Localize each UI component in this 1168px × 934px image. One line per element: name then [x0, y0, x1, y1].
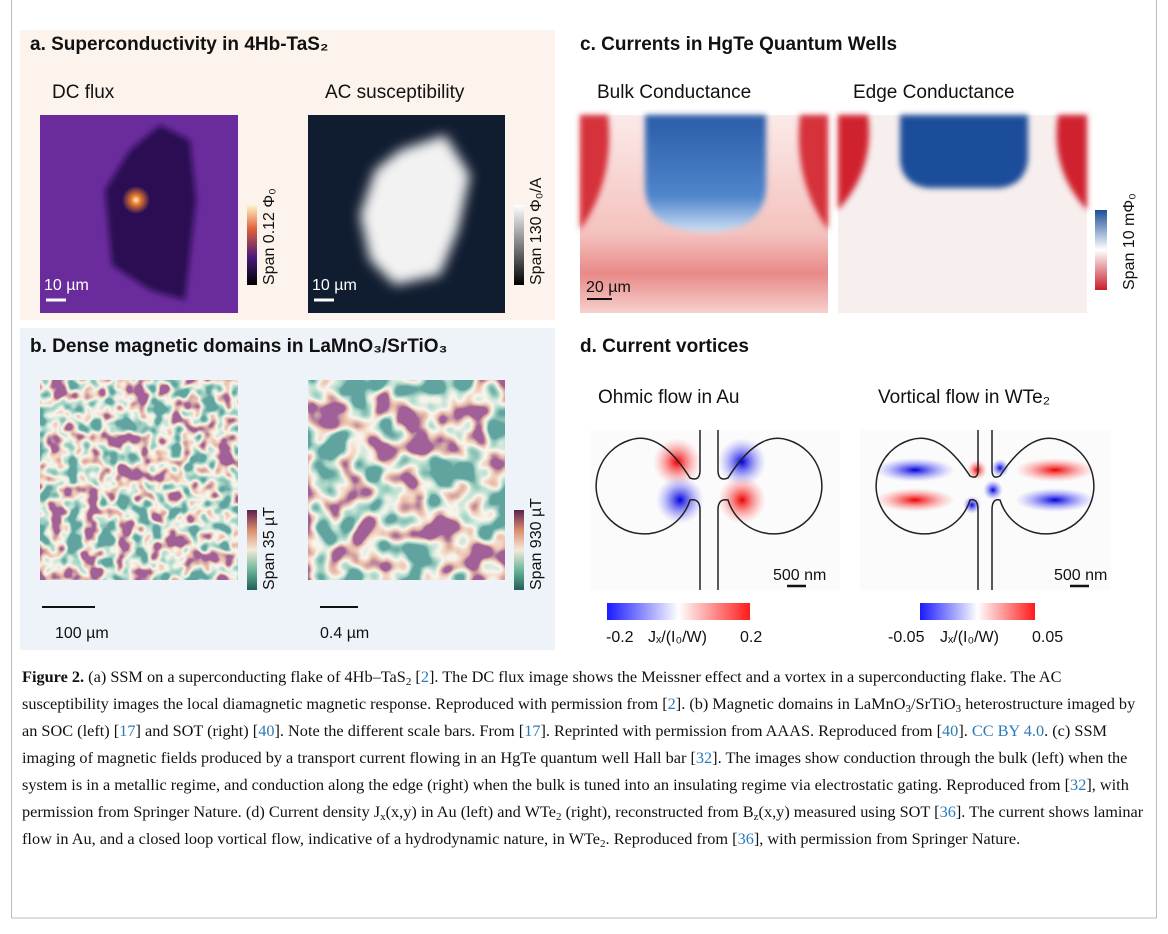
caption-subscript: x [380, 811, 386, 823]
colorbar [607, 603, 750, 620]
panel-title: b. Dense magnetic domains in LaMnO₃/SrTi… [30, 336, 447, 357]
scale-label: 20 µm [586, 279, 631, 296]
image-label: AC susceptibility [325, 82, 465, 103]
scale-label: 10 µm [44, 277, 89, 294]
caption-text: . (c) SSM imaging of magnetic fields pro… [22, 721, 1107, 767]
caption-text: (x,y) measured using SOT [ [758, 802, 940, 821]
scale-label: 10 µm [312, 277, 357, 294]
colorbar-label: Span 0.12 Φ₀ [261, 188, 278, 285]
scale-label: 100 µm [55, 625, 109, 642]
reference-link[interactable]: 32 [1070, 775, 1087, 794]
caption-subscript: 2 [600, 838, 606, 850]
image-label: Bulk Conductance [597, 82, 751, 103]
panel-title: a. Superconductivity in 4Hb-TaS₂ [30, 34, 328, 55]
caption-label: Figure 2. [22, 667, 85, 686]
reference-link[interactable]: 2 [420, 667, 429, 686]
reference-link[interactable]: 17 [119, 721, 136, 740]
reference-link[interactable]: 2 [667, 694, 676, 713]
caption-text: (a) SSM on a superconducting flake of 4H… [84, 667, 406, 686]
colorbar-max: 0.05 [1032, 629, 1063, 646]
caption-subscript: 3 [905, 703, 912, 715]
image-label: DC flux [52, 82, 115, 103]
colorbar [247, 205, 257, 285]
caption-text: . Reproduced from [ [605, 829, 738, 848]
colorbar-label: Span 35 µT [261, 507, 278, 590]
bulk-image [580, 115, 828, 313]
caption-text: ], with permission from Springer Nature.… [22, 775, 1129, 821]
caption-text: (right), reconstructed from B [561, 802, 754, 821]
caption-text: ]. The images show conduction through th… [22, 748, 1128, 794]
colorbar-max: 0.2 [740, 629, 762, 646]
caption-text: (x,y) in Au (left) and WTe [385, 802, 556, 821]
caption-text: heterostructure imaged by an SOC (left) … [22, 694, 1136, 740]
vortical-image [860, 430, 1110, 590]
colorbar-label: Span 130 Φ₀/A [528, 177, 545, 285]
panel-title: c. Currents in HgTe Quantum Wells [580, 34, 897, 55]
image-label: Ohmic flow in Au [598, 387, 740, 408]
colorbar-min: -0.05 [888, 629, 925, 646]
colorbar-label: Jₓ/(I₀/W) [648, 629, 707, 646]
reference-link[interactable]: 32 [695, 748, 713, 767]
domain-image [40, 380, 238, 580]
caption-subscript: 2 [556, 811, 562, 823]
reference-link[interactable]: 40 [942, 721, 959, 740]
caption-text: ]. [958, 721, 972, 740]
scale-label: 0.4 µm [320, 625, 369, 642]
dc-flux-image [40, 115, 238, 313]
caption-subscript: 3 [955, 703, 962, 715]
reference-link[interactable]: 17 [524, 721, 541, 740]
edge-image [838, 115, 1087, 313]
caption: Figure 2. (a) SSM on a superconducting f… [22, 663, 1147, 852]
colorbar [920, 603, 1035, 620]
colorbar-label: Jₓ/(I₀/W) [940, 629, 999, 646]
reference-link[interactable]: 36 [737, 829, 754, 848]
colorbar [247, 510, 257, 590]
caption-text: ]. Reprinted with permission from AAAS. … [540, 721, 943, 740]
reference-link[interactable]: 36 [939, 802, 956, 821]
domain-image [308, 380, 505, 580]
caption-subscript: 2 [405, 676, 412, 688]
colorbar [514, 510, 524, 590]
image-label: Edge Conductance [853, 82, 1015, 103]
colorbar-label: Span 930 µT [528, 498, 545, 590]
scale-label: 500 nm [1054, 567, 1107, 584]
caption-text: ], with permission from Springer Nature. [753, 829, 1021, 848]
caption-text: ]. (b) Magnetic domains in LaMnO [675, 694, 906, 713]
colorbar-label: Span 10 mΦ₀ [1121, 193, 1138, 290]
reference-link[interactable]: 40 [258, 721, 275, 740]
panel-title: d. Current vortices [580, 336, 749, 357]
caption-text: [ [411, 667, 421, 686]
ac-image [308, 115, 505, 313]
figure-border [11, 0, 1157, 919]
colorbar [514, 205, 524, 285]
scale-label: 500 nm [773, 567, 826, 584]
colorbar [1095, 210, 1107, 290]
caption-text: ]. Note the different scale bars. From [ [274, 721, 525, 740]
caption-text: ]. The current shows laminar flow in Au,… [22, 802, 1144, 848]
caption-text: ]. The DC flux image shows the Meissner … [22, 667, 1062, 713]
image-label: Vortical flow in WTe₂ [878, 387, 1050, 408]
caption-text: /SrTiO [911, 694, 956, 713]
ohmic-image [590, 430, 840, 590]
colorbar-min: -0.2 [606, 629, 634, 646]
caption-text: ] and SOT (right) [ [135, 721, 259, 740]
reference-link[interactable]: CC BY 4.0 [971, 721, 1045, 740]
caption-subscript: z [753, 811, 759, 823]
